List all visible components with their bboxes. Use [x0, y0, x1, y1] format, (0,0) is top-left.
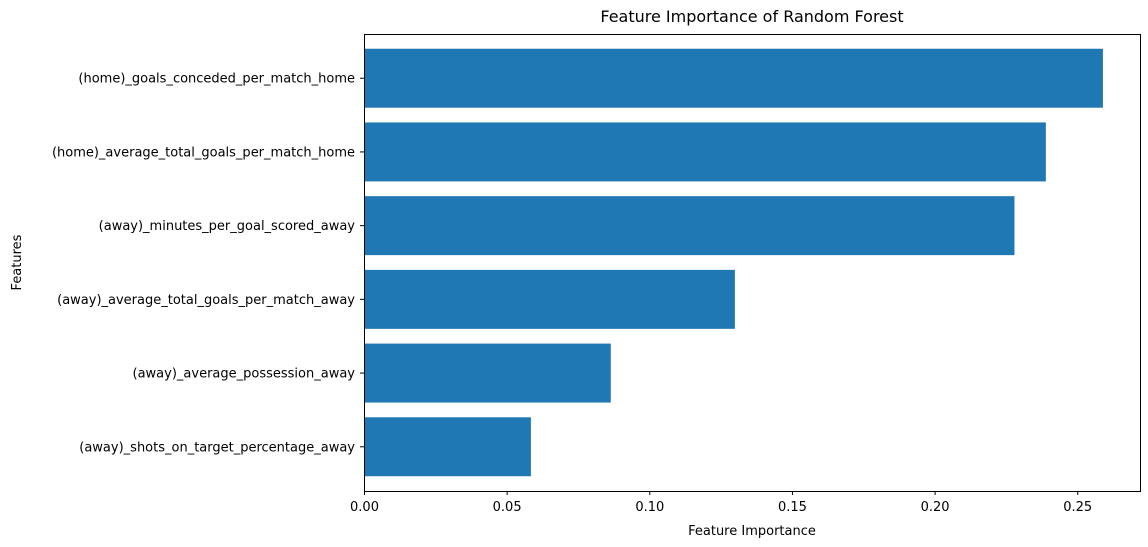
x-tick-label: 0.25	[1063, 500, 1092, 515]
y-tick-label: (home)_goals_conceded_per_match_home	[78, 72, 355, 87]
bar	[364, 343, 611, 403]
bar	[364, 269, 735, 329]
y-tick-label: (home)_average_total_goals_per_match_hom…	[52, 145, 355, 160]
chart-title: Feature Importance of Random Forest	[600, 7, 903, 26]
x-tick-label: 0.00	[350, 500, 379, 515]
bar	[364, 48, 1103, 108]
y-tick-label: (away)_minutes_per_goal_scored_away	[99, 219, 356, 234]
y-axis-label: Features	[10, 234, 25, 290]
x-tick-label: 0.10	[635, 500, 664, 515]
x-tick-label: 0.15	[778, 500, 807, 515]
bars-group	[364, 48, 1103, 477]
x-axis-ticks: 0.00 0.05 0.10 0.15 0.20 0.25	[350, 491, 1092, 515]
y-tick-label: (away)_shots_on_target_percentage_away	[79, 440, 355, 455]
x-axis-label: Feature Importance	[688, 524, 816, 539]
x-tick-label: 0.20	[921, 500, 950, 515]
bar	[364, 196, 1015, 256]
y-axis-ticks: (home)_goals_conceded_per_match_home (hom…	[52, 72, 364, 455]
bar	[364, 122, 1046, 182]
bar	[364, 417, 531, 477]
x-tick-label: 0.05	[493, 500, 522, 515]
y-tick-label: (away)_average_total_goals_per_match_awa…	[57, 293, 355, 308]
plot-frame	[364, 34, 1141, 492]
y-tick-label: (away)_average_possession_away	[133, 367, 356, 382]
